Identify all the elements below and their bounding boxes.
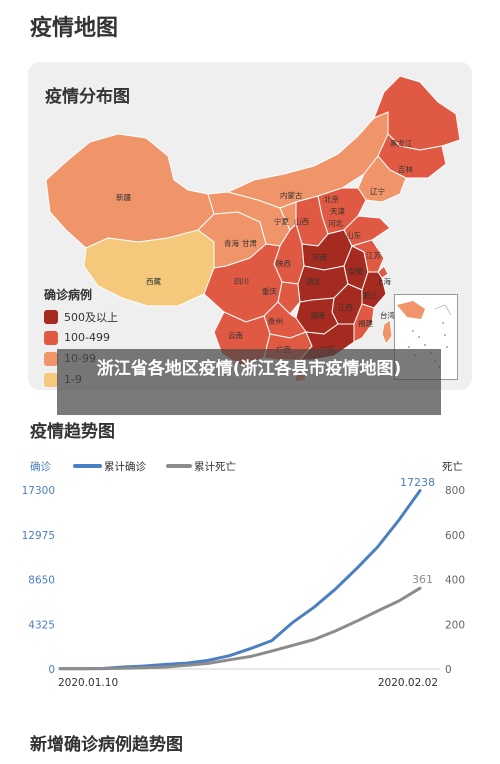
label-zhejiang: 浙江 xyxy=(362,290,377,300)
province-xinjiang xyxy=(45,133,215,249)
y-left-tick-label: 12975 xyxy=(22,530,55,542)
legend-swatch xyxy=(44,351,58,366)
deaths-end-label: 361 xyxy=(412,573,433,586)
label-shanxi: 山西 xyxy=(294,216,309,226)
label-tianjin: 天津 xyxy=(330,207,345,216)
label-qinghai: 青海 xyxy=(224,238,239,248)
y-left-tick-label: 0 xyxy=(48,664,55,676)
label-hebei: 河北 xyxy=(328,219,343,228)
series-confirmed-line xyxy=(58,489,422,671)
label-shaanxi: 陕西 xyxy=(276,258,291,268)
label-henan: 河南 xyxy=(312,252,327,262)
page-title: 疫情地图 xyxy=(30,16,119,41)
legend-item[interactable]: 500及以上 xyxy=(44,306,118,327)
legend-item[interactable]: 100-499 xyxy=(44,327,118,348)
label-gansu: 甘肃 xyxy=(242,238,257,248)
legend-deaths-label: 累计死亡 xyxy=(194,460,236,473)
label-anhui: 安徽 xyxy=(348,266,363,276)
china-map[interactable]: 新疆 西藏 青海 甘肃 宁夏 内蒙古 黑龙江 吉林 辽宁 北京 天津 山西 河北… xyxy=(28,62,472,390)
x-tick-label: 2020.01.10 xyxy=(58,677,118,689)
label-shanghai: 上海 xyxy=(376,276,391,286)
right-axis-title: 死亡 xyxy=(442,460,463,473)
y-left-ticks: 0 4325 8650 12975 17300 xyxy=(22,485,55,676)
series-deaths-line xyxy=(58,586,422,671)
y-left-tick-label: 8650 xyxy=(28,575,55,587)
label-heilongjiang: 黑龙江 xyxy=(390,138,413,148)
label-shandong: 山东 xyxy=(346,230,361,240)
legend-swatch xyxy=(44,372,58,387)
label-taiwan: 台湾 xyxy=(380,310,395,320)
legend-confirmed-label: 累计确诊 xyxy=(104,460,146,473)
confirmed-end-label: 17238 xyxy=(400,476,435,489)
label-inner-mongolia: 内蒙古 xyxy=(280,190,303,200)
label-sichuan: 四川 xyxy=(234,277,249,286)
legend-label: 100-499 xyxy=(64,331,110,344)
y-right-ticks: 0 200 400 600 800 xyxy=(445,485,465,676)
legend-title: 确诊病例 xyxy=(44,288,93,302)
y-right-tick-label: 200 xyxy=(445,619,465,631)
new-cases-title: 新增确诊病例趋势图 xyxy=(30,735,183,755)
label-hubei: 湖北 xyxy=(306,277,321,286)
label-beijing: 北京 xyxy=(324,194,339,204)
province-taiwan xyxy=(381,319,393,346)
label-liaoning: 辽宁 xyxy=(370,186,385,196)
label-jiangxi: 江西 xyxy=(338,303,353,312)
left-axis-title: 确诊 xyxy=(30,460,51,473)
legend-swatch xyxy=(44,309,58,324)
label-tibet: 西藏 xyxy=(146,276,161,286)
label-ningxia: 宁夏 xyxy=(274,216,289,226)
y-right-tick-label: 0 xyxy=(445,664,452,676)
label-chongqing: 重庆 xyxy=(262,286,277,296)
x-ticks: 2020.01.10 2020.02.02 xyxy=(58,677,438,689)
legend-swatch xyxy=(44,330,58,345)
y-left-tick-label: 17300 xyxy=(22,485,55,497)
label-hunan: 湖南 xyxy=(310,310,325,320)
y-right-tick-label: 400 xyxy=(445,575,465,587)
legend-label: 500及以上 xyxy=(64,310,118,324)
map-card[interactable]: 新疆 西藏 青海 甘肃 宁夏 内蒙古 黑龙江 吉林 辽宁 北京 天津 山西 河北… xyxy=(28,62,472,390)
province-fujian xyxy=(353,303,375,343)
map-title: 疫情分布图 xyxy=(45,87,130,107)
caption-overlay: 浙江省各地区疫情(浙江各县市疫情地图) xyxy=(57,349,441,415)
label-xinjiang: 新疆 xyxy=(116,192,131,202)
label-guizhou: 贵州 xyxy=(268,316,283,326)
label-jiangsu: 江苏 xyxy=(366,250,381,260)
series-layer xyxy=(58,489,422,671)
y-right-tick-label: 800 xyxy=(445,485,465,497)
label-jilin: 吉林 xyxy=(398,164,413,174)
trend-chart[interactable]: 确诊 累计确诊 累计死亡 死亡 0 4325 8650 12975 17300 0 200… xyxy=(0,450,500,700)
x-tick-label: 2020.02.02 xyxy=(378,677,438,689)
y-left-tick-label: 4325 xyxy=(28,619,55,631)
label-fujian: 福建 xyxy=(358,318,373,328)
trend-title: 疫情趋势图 xyxy=(30,422,115,442)
y-right-tick-label: 600 xyxy=(445,530,465,542)
label-yunnan: 云南 xyxy=(228,330,243,340)
